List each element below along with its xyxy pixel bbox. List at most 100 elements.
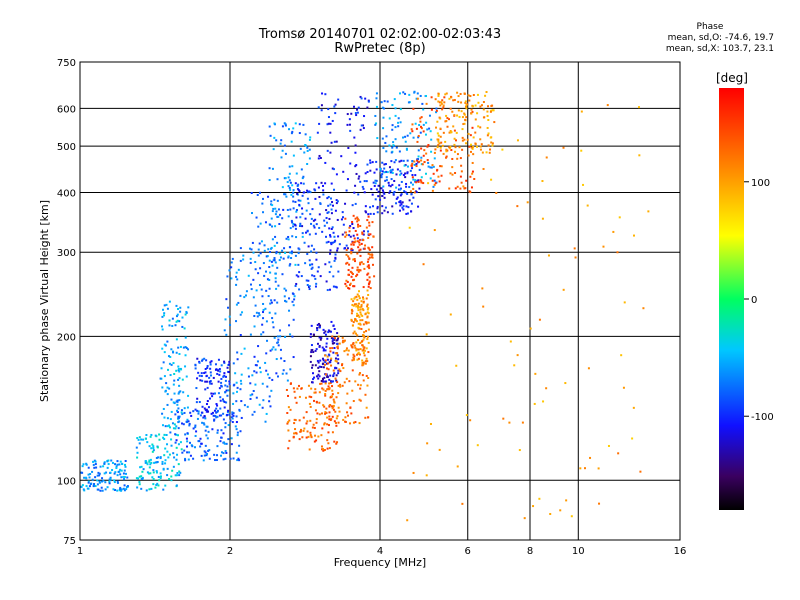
- data-point: [278, 222, 281, 225]
- data-point: [463, 112, 466, 115]
- data-point: [324, 182, 327, 185]
- data-point: [450, 131, 453, 134]
- data-point: [163, 375, 166, 378]
- data-point: [292, 435, 295, 438]
- data-point: [423, 149, 426, 152]
- data-point: [388, 117, 391, 120]
- data-point: [336, 346, 339, 349]
- data-point: [324, 161, 327, 164]
- data-point: [489, 148, 492, 151]
- data-point: [287, 238, 290, 241]
- data-point: [155, 483, 158, 486]
- data-point: [276, 199, 279, 202]
- data-point: [152, 483, 155, 486]
- data-point: [460, 101, 463, 104]
- data-point: [358, 422, 361, 425]
- data-point: [471, 147, 474, 150]
- data-point: [259, 267, 262, 270]
- data-point: [404, 92, 407, 95]
- data-point: [264, 307, 267, 310]
- data-point: [178, 420, 181, 423]
- data-point: [312, 224, 315, 227]
- data-point: [336, 441, 339, 444]
- data-point: [314, 409, 317, 412]
- data-point: [367, 341, 370, 344]
- data-point: [487, 132, 490, 135]
- data-point: [287, 394, 290, 397]
- data-point: [106, 460, 109, 463]
- data-point: [230, 261, 233, 264]
- data-point: [482, 108, 485, 111]
- data-point: [254, 268, 257, 271]
- data-point: [235, 390, 238, 393]
- data-point: [415, 181, 418, 184]
- data-point: [265, 320, 268, 323]
- data-point: [204, 367, 207, 370]
- data-point: [178, 370, 181, 373]
- data-point: [394, 138, 397, 141]
- data-point: [360, 97, 363, 100]
- data-point: [335, 396, 338, 399]
- data-point: [175, 320, 178, 323]
- data-point: [283, 287, 286, 290]
- data-point: [367, 285, 370, 288]
- data-point: [329, 203, 332, 206]
- data-point: [409, 190, 412, 193]
- data-point: [301, 177, 304, 180]
- data-point: [298, 203, 301, 206]
- data-point: [559, 509, 562, 512]
- data-point: [331, 415, 334, 418]
- data-point: [123, 463, 126, 466]
- data-point: [361, 374, 364, 377]
- data-point: [487, 119, 490, 122]
- data-point: [164, 459, 167, 462]
- data-point: [122, 487, 125, 490]
- data-point: [268, 259, 271, 262]
- data-point: [298, 190, 301, 193]
- data-point: [190, 414, 193, 417]
- data-point: [206, 400, 209, 403]
- data-point: [363, 336, 366, 339]
- data-point: [286, 379, 289, 382]
- data-point: [302, 429, 305, 432]
- data-point: [276, 301, 279, 304]
- data-point: [103, 462, 106, 465]
- data-point: [299, 222, 302, 225]
- data-point: [268, 278, 271, 281]
- data-point: [329, 122, 332, 125]
- data-point: [470, 108, 473, 111]
- data-point: [289, 188, 292, 191]
- data-point: [170, 479, 173, 482]
- data-point: [163, 433, 166, 436]
- data-point: [429, 166, 432, 169]
- data-point: [272, 346, 275, 349]
- data-point: [155, 435, 158, 438]
- data-point: [271, 238, 274, 241]
- data-point: [324, 392, 327, 395]
- data-point: [310, 344, 313, 347]
- data-points: [79, 90, 650, 522]
- data-point: [149, 472, 152, 475]
- data-point: [319, 382, 322, 385]
- data-point: [391, 168, 394, 171]
- data-point: [176, 400, 179, 403]
- data-point: [411, 183, 414, 186]
- data-point: [472, 136, 475, 139]
- data-point: [115, 467, 118, 470]
- data-point: [370, 253, 373, 256]
- data-point: [398, 209, 401, 212]
- data-point: [140, 465, 143, 468]
- data-point: [92, 463, 95, 466]
- data-point: [231, 413, 234, 416]
- data-point: [401, 206, 404, 209]
- data-point: [309, 191, 312, 194]
- data-point: [195, 430, 198, 433]
- data-point: [436, 146, 439, 149]
- data-point: [281, 149, 284, 152]
- data-point: [428, 114, 431, 117]
- data-point: [220, 385, 223, 388]
- data-point: [170, 475, 173, 478]
- data-point: [295, 216, 298, 219]
- data-point: [95, 466, 98, 469]
- data-point: [345, 349, 348, 352]
